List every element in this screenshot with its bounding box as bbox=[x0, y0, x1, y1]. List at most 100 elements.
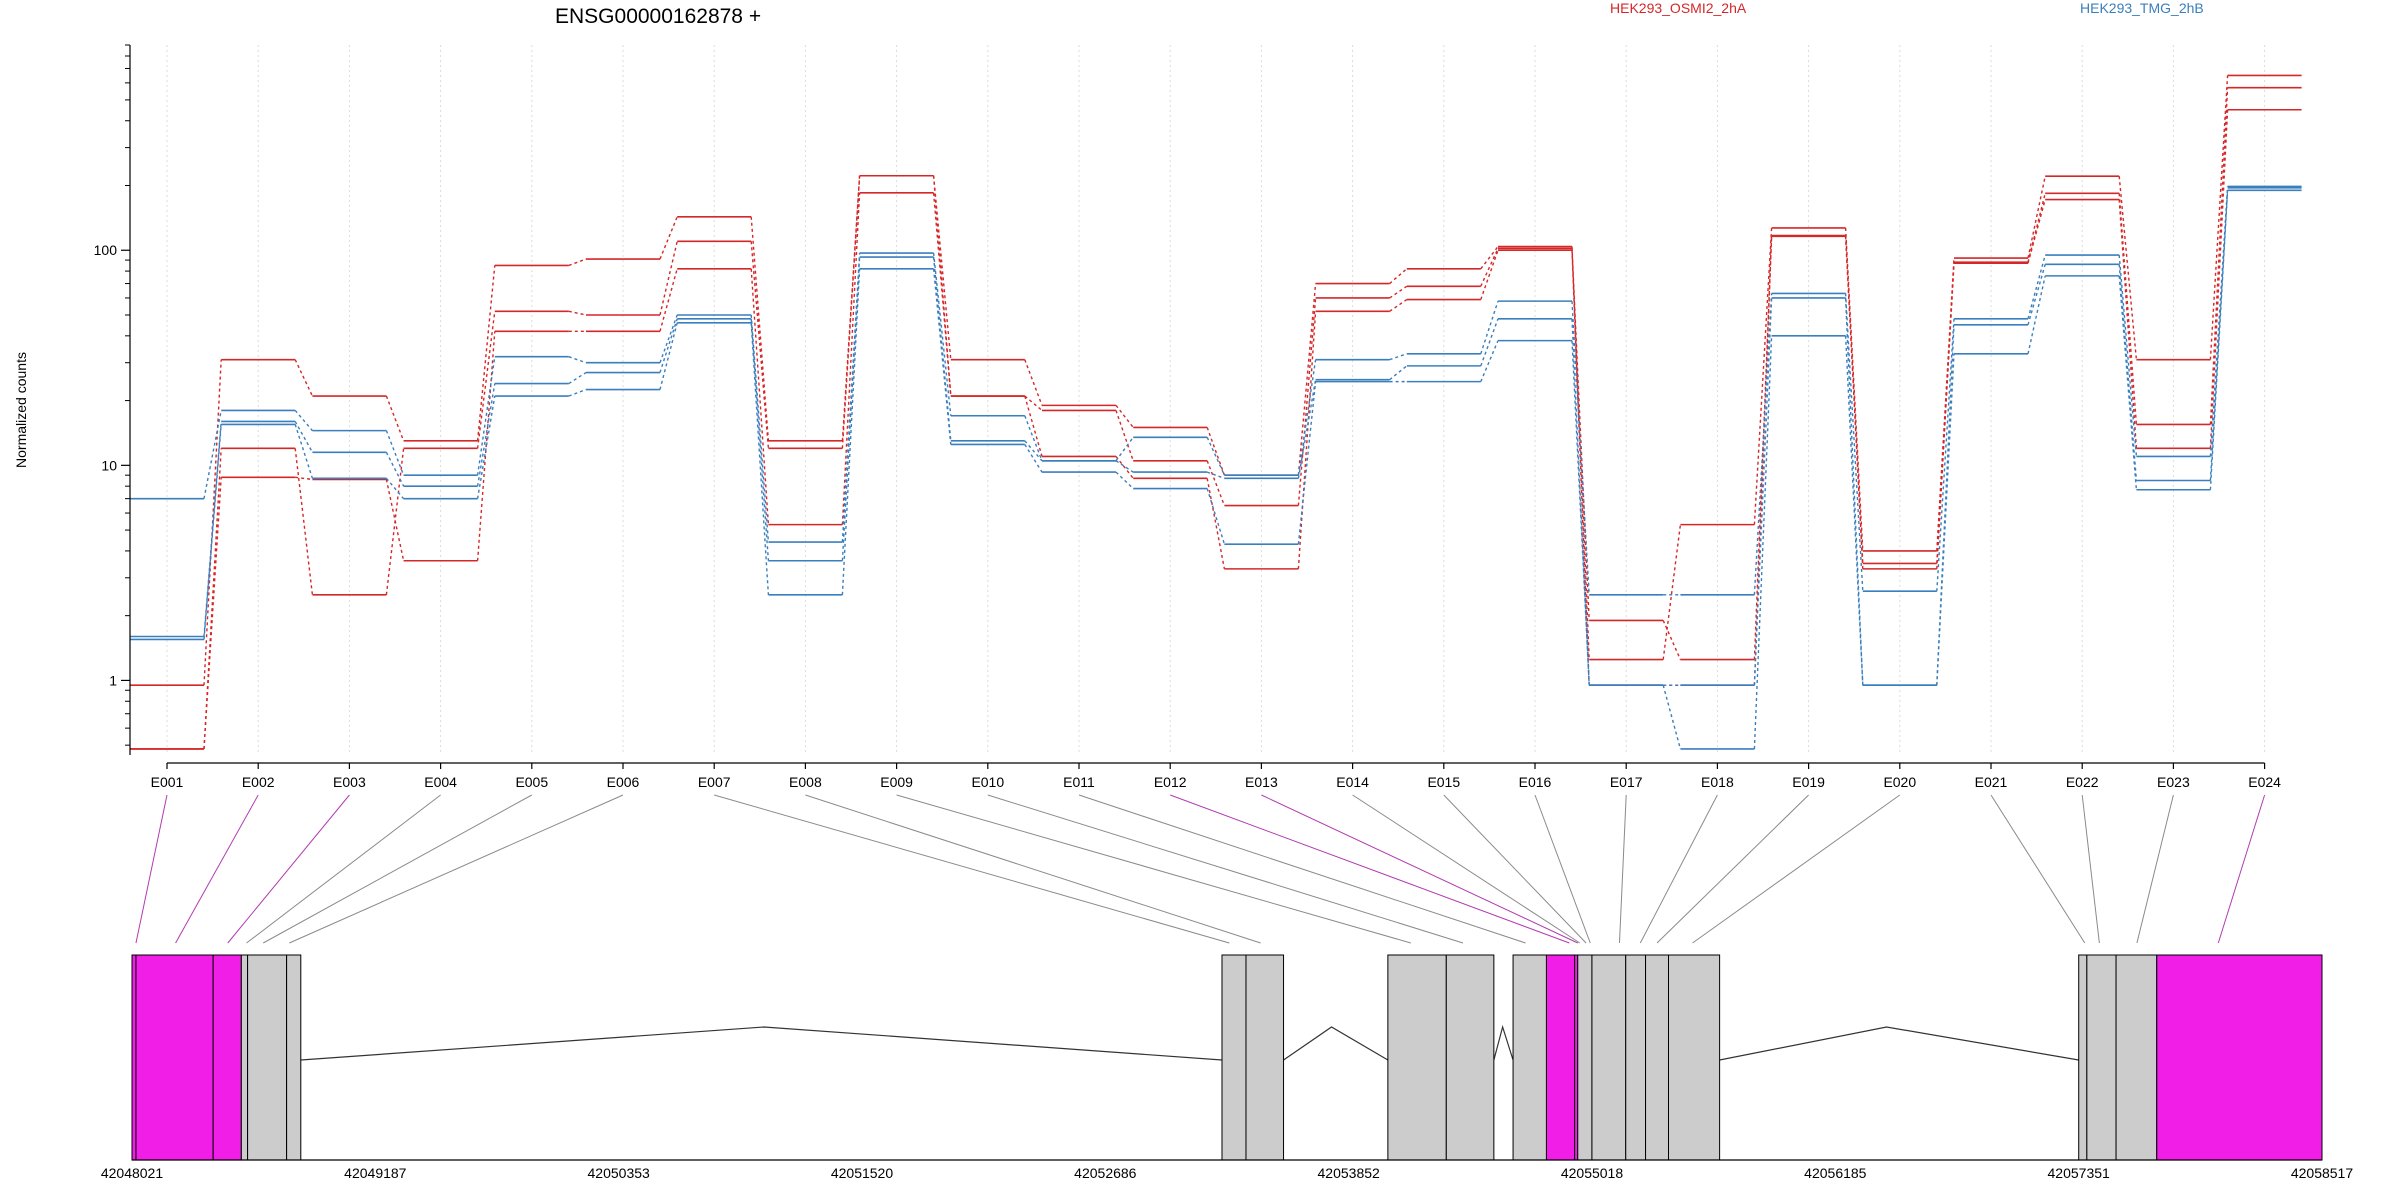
series-4-connector bbox=[1297, 359, 1317, 476]
series-2-connector bbox=[932, 175, 952, 397]
series-4-connector bbox=[2027, 254, 2046, 319]
x-tick-label-e017: E017 bbox=[1610, 774, 1643, 790]
series-3-connector bbox=[659, 268, 678, 332]
series-6-connector bbox=[1297, 381, 1317, 545]
exon-block-9 bbox=[1387, 954, 1447, 1161]
exon-block-8 bbox=[1245, 954, 1285, 1161]
series-2-connector bbox=[2209, 87, 2229, 425]
series-1 bbox=[130, 74, 2302, 687]
series-2-connector bbox=[1024, 395, 1043, 411]
x-tick-label-e020: E020 bbox=[1883, 774, 1916, 790]
series-6-connector bbox=[1753, 335, 1773, 750]
exon-block-18 bbox=[1668, 954, 1721, 1161]
series-5-connector bbox=[1480, 318, 1499, 367]
series-1-connector bbox=[1753, 227, 1773, 525]
series-4-connector bbox=[1571, 301, 1590, 595]
connector-e006 bbox=[289, 794, 624, 944]
connector-e017 bbox=[1618, 794, 1627, 944]
series-5-connector bbox=[568, 371, 587, 385]
exon-block-4 bbox=[240, 954, 249, 1161]
connector-e010 bbox=[987, 794, 1464, 944]
series-3-connector bbox=[1297, 311, 1317, 569]
series-3-connector bbox=[476, 331, 496, 561]
series-5-connector bbox=[750, 318, 770, 561]
exon-block-10 bbox=[1445, 954, 1495, 1161]
series-2-connector bbox=[1480, 248, 1499, 287]
x-tick-label-e023: E023 bbox=[2157, 774, 2190, 790]
intron-3 bbox=[1493, 1024, 1514, 1061]
series-6-connector bbox=[841, 268, 861, 595]
x-tick-label-e013: E013 bbox=[1245, 774, 1278, 790]
genomic-tick-label: 42049187 bbox=[344, 1165, 407, 1181]
series-5-connector bbox=[1844, 297, 1864, 686]
exon-block-11 bbox=[1512, 954, 1547, 1161]
series-lines bbox=[130, 74, 2302, 750]
x-tick-label-e014: E014 bbox=[1336, 774, 1369, 790]
chart-title: ENSG00000162878 + bbox=[555, 5, 761, 28]
series-2-connector bbox=[294, 448, 314, 595]
series-4-connector bbox=[1844, 293, 1864, 592]
connector-e020 bbox=[1692, 794, 1901, 944]
x-tick-label-e022: E022 bbox=[2066, 774, 2099, 790]
connector-e019 bbox=[1656, 794, 1809, 944]
genomic-tick-label: 42050353 bbox=[588, 1165, 651, 1181]
y-tick-label-100: 100 bbox=[94, 242, 118, 258]
x-tick-label-e006: E006 bbox=[607, 774, 640, 790]
series-4-connector bbox=[1115, 436, 1134, 462]
intron-2 bbox=[1283, 1026, 1389, 1061]
series-5-connector bbox=[2027, 264, 2046, 326]
connector-e011 bbox=[1078, 794, 1526, 944]
series-1-connector bbox=[659, 216, 678, 260]
connector-e016 bbox=[1534, 794, 1591, 944]
series-5-connector bbox=[1024, 440, 1043, 462]
x-tick-label-e019: E019 bbox=[1792, 774, 1825, 790]
series-6-connector bbox=[1115, 471, 1134, 490]
exon-block-5 bbox=[247, 954, 288, 1161]
series-1-connector bbox=[2027, 176, 2046, 259]
series-3-connector bbox=[1024, 395, 1043, 457]
exon-block-6 bbox=[286, 954, 302, 1161]
series-3-connector bbox=[1389, 298, 1408, 312]
series-2 bbox=[130, 86, 2302, 750]
series-3-connector bbox=[841, 192, 861, 525]
series-5-connector bbox=[2118, 264, 2138, 481]
series-2-connector bbox=[2027, 193, 2046, 263]
exon-block-22 bbox=[2156, 954, 2323, 1161]
series-6 bbox=[130, 189, 2302, 750]
connector-e021 bbox=[1990, 794, 2086, 944]
x-tick-label-e002: E002 bbox=[242, 774, 275, 790]
series-1-connector bbox=[750, 216, 770, 441]
series-1-connector bbox=[1115, 404, 1134, 428]
series-5-connector bbox=[294, 421, 314, 453]
connector-e014 bbox=[1352, 794, 1581, 944]
x-tick-label-e011: E011 bbox=[1063, 774, 1095, 790]
x-tick-label-e012: E012 bbox=[1154, 774, 1187, 790]
exon-block-20 bbox=[2086, 954, 2117, 1161]
series-6-connector bbox=[1936, 353, 1955, 686]
series-4-connector bbox=[1753, 293, 1773, 595]
series-1-connector bbox=[1662, 524, 1682, 660]
series-4-connector bbox=[203, 410, 222, 499]
exon-block-3 bbox=[212, 954, 242, 1161]
legend-label-group-0: HEK293_OSMI2_2hA bbox=[1610, 0, 1747, 16]
connector-e003 bbox=[227, 794, 350, 944]
series-2-connector bbox=[476, 311, 496, 449]
gene-model bbox=[131, 954, 2323, 1161]
series-6-connector bbox=[1480, 340, 1499, 382]
series-3-connector bbox=[295, 476, 313, 481]
series-6-connector bbox=[2209, 190, 2229, 490]
x-tick-label-e016: E016 bbox=[1519, 774, 1552, 790]
connector-e007 bbox=[714, 794, 1230, 944]
connector-e012 bbox=[1170, 794, 1570, 944]
x-tick-label-e018: E018 bbox=[1701, 774, 1734, 790]
y-tick-label-1: 1 bbox=[109, 672, 117, 688]
x-tick-label-e004: E004 bbox=[424, 774, 457, 790]
series-1-connector bbox=[476, 265, 496, 441]
intron-1 bbox=[300, 1026, 1223, 1061]
genomic-tick-label: 42052686 bbox=[1074, 1165, 1137, 1181]
vertical-grid bbox=[166, 45, 2266, 755]
connector-e008 bbox=[805, 794, 1261, 944]
series-2-connector bbox=[1115, 410, 1134, 461]
connector-e015 bbox=[1443, 794, 1587, 944]
